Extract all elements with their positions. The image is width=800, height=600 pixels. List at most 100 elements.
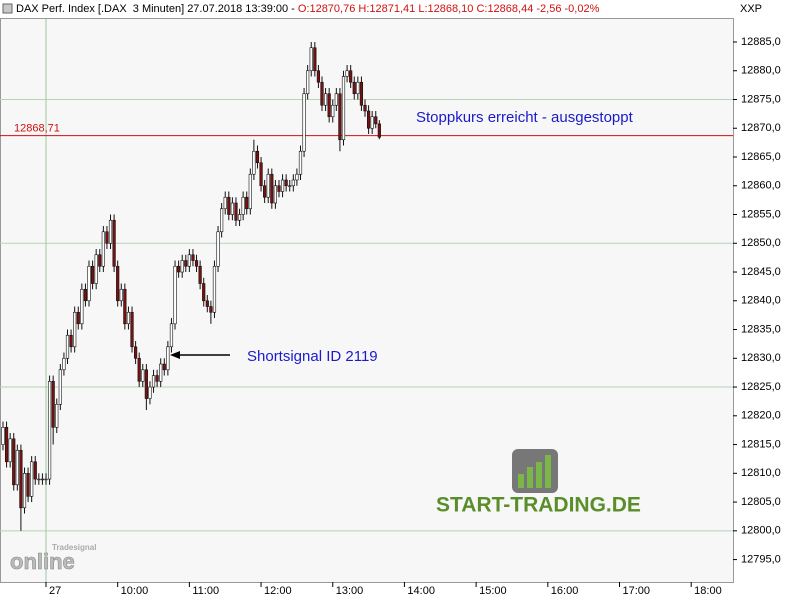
candle-body [151, 375, 156, 388]
candle-body [320, 81, 324, 106]
candle-body [141, 369, 145, 382]
candle-body [295, 173, 299, 181]
watermark-small: Tradesignal [52, 543, 96, 552]
candle-body [180, 260, 184, 273]
candle-body [237, 214, 242, 221]
candle-body [69, 334, 73, 348]
candle-body [345, 70, 349, 77]
watermark: online [10, 549, 75, 574]
candle-body [366, 110, 371, 129]
y-tick-label: 12865,0 [741, 151, 781, 163]
candle-body [374, 116, 378, 125]
candle-body [4, 426, 9, 463]
candle-body [47, 380, 52, 480]
candle-body [76, 311, 80, 325]
axis-name: XXP [740, 3, 762, 15]
y-tick-label: 12830,0 [741, 352, 781, 364]
candle-body [266, 173, 270, 198]
y-tick-label: 12850,0 [741, 237, 781, 249]
candle-body [126, 311, 131, 325]
candle-body [284, 179, 288, 187]
candle-body [98, 254, 102, 267]
candle-body [73, 311, 77, 348]
candle-body [191, 254, 195, 261]
candle-body [270, 173, 274, 204]
candle-body [356, 81, 360, 95]
candle-body [288, 185, 292, 187]
header-instrument: DAX Perf. Index [.DAX 3 Minuten] 27.07.2… [16, 3, 295, 15]
candle-body [101, 231, 105, 267]
candle-body [177, 265, 181, 273]
candle-body [363, 104, 367, 112]
x-tick-label: 11:00 [192, 585, 219, 597]
candle-body [263, 185, 267, 198]
candle-body [94, 254, 98, 284]
candle-body [327, 93, 331, 118]
candle-body [334, 93, 338, 106]
x-tick-label: 12:00 [264, 585, 292, 597]
candle-body [33, 461, 37, 480]
x-tick-label: 18:00 [694, 585, 722, 597]
candle-body [184, 260, 188, 267]
y-tick-label: 12800,0 [741, 525, 781, 537]
candle-body [187, 254, 191, 267]
candle-body [223, 196, 227, 210]
candle-body [255, 150, 260, 164]
candle-body [234, 202, 238, 221]
candle-body [323, 93, 328, 106]
x-tick-label: 16:00 [551, 585, 579, 597]
candle-body [83, 288, 88, 302]
candle-body [30, 461, 34, 497]
candle-body [1, 426, 5, 445]
candle-body [22, 473, 27, 509]
candle-body [12, 438, 16, 486]
candle-body [349, 70, 353, 83]
candle-body [159, 363, 163, 382]
candle-body [209, 306, 213, 313]
candle-body [137, 357, 141, 382]
y-tick-label: 12880,0 [741, 65, 781, 77]
candle-body [280, 179, 285, 192]
x-tick-label: 13:00 [336, 585, 364, 597]
candle-body [352, 81, 356, 95]
candle-body [173, 265, 177, 325]
candle-body [306, 70, 310, 95]
candle-body [162, 363, 166, 371]
candle-body [202, 283, 206, 302]
y-tick-label: 12860,0 [741, 180, 781, 192]
candle-body [8, 438, 12, 463]
x-tick-label: 27 [49, 585, 61, 597]
candle-body [331, 104, 335, 118]
candle-body [26, 473, 30, 497]
candle-body [112, 219, 116, 267]
candle-body [62, 357, 66, 371]
candle-body [37, 478, 41, 481]
candle-body [155, 375, 159, 382]
candle-body [19, 450, 23, 509]
candle-body [291, 179, 295, 187]
candle-body [134, 346, 138, 359]
header-quote: O:12870,76 H:12871,41 L:12868,10 C:12868… [298, 3, 600, 15]
candle-body [370, 116, 374, 129]
y-tick-label: 12815,0 [741, 438, 781, 450]
candle-body [116, 265, 120, 302]
candle-body [359, 81, 364, 106]
candle-body [313, 47, 317, 72]
candle-body [144, 369, 148, 399]
candle-body [245, 196, 249, 210]
arrow-head [170, 351, 180, 359]
candle-body [123, 288, 127, 325]
candle-body [80, 288, 84, 325]
candle-body [148, 386, 152, 399]
header-icon [2, 3, 13, 14]
candle-body [166, 346, 170, 371]
candle-body [273, 185, 277, 204]
logo-text: START-TRADING.DE [436, 494, 641, 517]
candle-body [205, 300, 209, 307]
y-tick-label: 12875,0 [741, 93, 781, 105]
candle-body [90, 265, 95, 284]
candle-body [377, 123, 381, 138]
y-tick-label: 12810,0 [741, 467, 781, 479]
y-tick-label: 12845,0 [741, 266, 781, 278]
candle-body [105, 231, 109, 244]
